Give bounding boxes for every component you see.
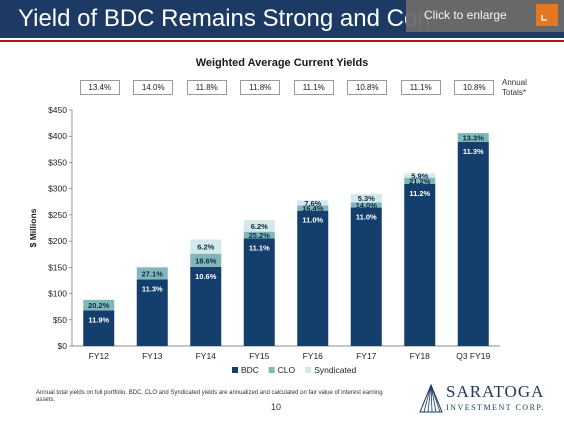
data-label-bdc: 11.1% [249,243,270,252]
title-divider [0,40,564,42]
bar-clo [136,267,168,280]
x-tick-label: FY13 [142,351,163,361]
bar-bdc [83,310,115,346]
bar-bdc [297,210,329,346]
data-label-clo: 21.2% [409,177,431,186]
y-tick-label: $100 [48,289,67,299]
data-label-bdc: 11.0% [302,216,323,225]
data-label-clo: 25.2% [249,231,271,240]
x-tick-label: FY14 [196,351,217,361]
logo-name: SARATOGA [446,382,545,401]
enlarge-label: Click to enlarge [424,8,507,22]
data-label-bdc: 11.3% [142,284,163,293]
footnote: Annual total yields on full portfolio. B… [36,390,383,403]
annual-total-box: 11.8% [240,80,281,95]
annual-total-box: 11.8% [186,80,227,95]
expand-corner-icon [541,15,547,21]
x-tick-label: FY12 [89,351,110,361]
data-label-syndicated: 6.2% [197,243,214,252]
slide-title: Yield of BDC Remains Strong and Con [18,5,431,32]
bar-syndicated [243,220,275,232]
bar-syndicated [350,193,382,203]
data-label-bdc: 11.0% [356,213,377,222]
annual-total-box: 11.1% [400,80,441,95]
data-label-syndicated: 5.3% [358,194,375,203]
bar-clo [83,299,115,311]
y-tick-label: $300 [48,184,67,194]
annual-total-box: 10.8% [454,80,495,95]
data-label-syndicated: 7.6% [304,199,321,208]
page-number: 10 [271,402,282,412]
annual-totals-label: Annual Totals* [502,78,527,98]
y-axis-label: $ Millions [28,208,38,247]
data-label-bdc: 11.3% [463,147,484,156]
bar-syndicated [297,200,329,206]
bar-clo [243,231,275,239]
saratoga-logo: SARATOGA INVESTMENT CORP. [418,382,558,418]
enlarge-icon[interactable] [536,4,558,26]
sail-logo-icon [419,384,443,413]
bar-bdc [404,183,436,346]
legend-swatch-bdc [232,367,238,373]
y-tick-label: $200 [48,236,67,246]
x-tick-label: FY18 [410,351,431,361]
x-tick-label: Q3 FY19 [456,351,490,361]
bar-bdc [190,266,222,346]
data-label-clo: 18.6% [195,256,217,265]
legend-swatch-clo [268,367,275,373]
data-label-clo: 16.4% [302,204,324,213]
data-label-syndicated: 5.9% [411,172,428,181]
legend-label-bdc: BDC [241,365,259,375]
y-tick-label: $450 [48,105,67,115]
legend-label-clo: CLO [278,365,296,375]
enlarge-button[interactable]: Click to enlarge [406,0,564,32]
annual-total-box: 11.1% [293,80,334,95]
annual-total-box: 13.4% [79,80,120,95]
x-tick-label: FY15 [249,351,270,361]
data-label-clo: 27.1% [142,269,164,278]
annual-totals-label-line1: Annual [502,78,527,87]
annual-totals-label-line2: Totals* [502,88,527,97]
bar-bdc [350,207,382,346]
y-tick-label: $250 [48,210,67,220]
bar-bdc [457,141,489,346]
y-tick-label: $150 [48,262,67,272]
x-tick-label: FY17 [356,351,377,361]
data-label-clo: 20.2% [88,301,110,310]
data-label-clo: 14.0% [356,201,378,210]
bar-clo [350,202,382,208]
data-label-bdc: 11.2% [409,189,430,198]
bar-bdc [243,238,275,346]
bar-clo [297,205,329,211]
y-tick-label: $0 [58,341,68,351]
bar-clo [190,253,222,267]
data-label-bdc: 11.9% [88,315,109,324]
legend-label-syndicated: Syndicated [314,365,356,375]
data-label-clo: 13.3% [463,134,485,143]
bar-syndicated [190,239,222,254]
y-tick-label: $350 [48,157,67,167]
chart-title: Weighted Average Current Yields [195,57,369,69]
annual-total-box: 14.0% [133,80,174,95]
bar-bdc [136,279,168,346]
x-tick-label: FY16 [303,351,324,361]
data-label-bdc: 10.6% [195,272,217,281]
data-label-syndicated: 6.2% [251,222,268,231]
logo-subtitle: INVESTMENT CORP. [446,403,545,412]
y-tick-label: $400 [48,131,67,141]
legend-swatch-syndicated [305,367,312,373]
bar-syndicated [404,173,436,178]
y-tick-label: $50 [53,315,67,325]
bar-clo [404,177,436,184]
bar-clo [457,133,489,142]
annual-total-box: 10.8% [347,80,388,95]
